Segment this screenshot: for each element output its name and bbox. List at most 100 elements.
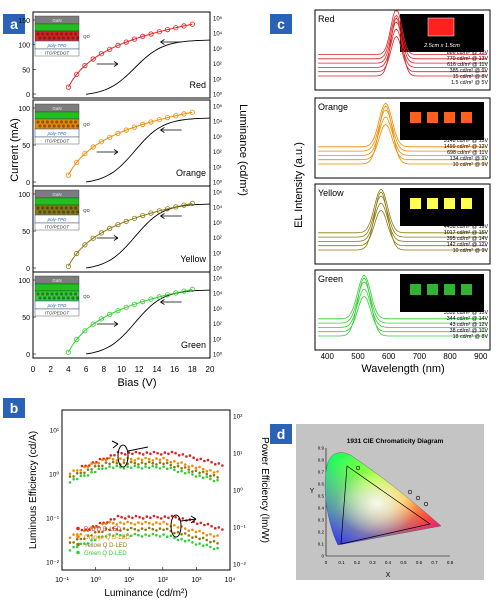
panel-a-rtick-label: 10¹ — [213, 77, 222, 83]
panel-a-ytick-label: 100 — [18, 43, 30, 50]
qd-dot — [57, 36, 61, 40]
stack-label-polytpd: poly-TPD — [47, 303, 68, 308]
qd-dot — [59, 120, 64, 124]
efficiency-point — [198, 529, 201, 533]
panel-c-frame — [314, 97, 491, 179]
cie-point-red — [423, 501, 429, 507]
panel-c-luminance-row: 38 cd/m² @ 10V — [450, 328, 489, 334]
efficiency-point — [111, 534, 115, 538]
qd-dot — [41, 292, 45, 296]
luminance-marker — [74, 159, 80, 165]
efficiency-point — [206, 522, 210, 526]
efficiency-point — [108, 462, 111, 466]
efficiency-point — [183, 527, 187, 530]
panel-b-arrow-lower — [180, 515, 197, 524]
panel-a-xticks: 0 2 4 6 8 10 12 14 16 18 20 — [31, 365, 215, 374]
efficiency-point — [75, 469, 79, 472]
luminance-marker — [123, 39, 129, 45]
efficiency-point — [115, 527, 119, 531]
efficiency-point — [176, 470, 180, 474]
efficiency-point — [141, 453, 145, 456]
el-spectrum-line — [318, 195, 487, 238]
panel-a-subpanel-yellow: 0 50 100 10⁰ 10¹ 10² 10³ 10⁴ 10⁵ poly-TPD ITO/PEDO… — [18, 185, 223, 273]
arrow-right-icon — [96, 149, 119, 155]
panel-b-ellipse-upper — [117, 444, 129, 468]
luminance-marker — [115, 307, 121, 314]
efficiency-point — [83, 537, 86, 541]
panel-a-ylabel-right: Luminance (cd/m²) — [237, 104, 249, 196]
efficiency-point — [176, 464, 180, 468]
panel-a-rtick-label: 10⁴ — [213, 205, 223, 212]
panel-d-label-box — [270, 424, 292, 444]
panel-a-xtick-label: 8 — [102, 365, 107, 374]
current-curve — [86, 289, 211, 355]
efficiency-point — [162, 520, 165, 524]
efficiency-point — [205, 543, 209, 547]
efficiency-point — [68, 541, 72, 544]
luminance-marker — [123, 304, 129, 310]
efficiency-point — [206, 458, 210, 462]
efficiency-point — [216, 534, 219, 537]
efficiency-point — [177, 454, 181, 457]
panel-b-rtick-label: 10² — [233, 414, 243, 421]
efficiency-point — [187, 539, 191, 542]
efficiency-point — [167, 452, 170, 456]
efficiency-point — [201, 531, 205, 535]
panel-c-luminance-row: 616 cd/m² @ 11V — [447, 62, 488, 68]
efficiency-point — [104, 522, 108, 526]
panel-c-xticks: 400 500 600 700 800 900 — [321, 352, 488, 361]
efficiency-point — [201, 467, 205, 471]
luminance-marker — [156, 294, 162, 300]
efficiency-point — [126, 533, 129, 536]
qd-dot — [74, 120, 78, 124]
efficiency-point — [101, 458, 104, 462]
efficiency-point — [109, 518, 113, 521]
panel-c-luminance-row: 43 cd/m² @ 12V — [450, 322, 489, 328]
efficiency-point — [217, 526, 221, 529]
efficiency-point — [147, 457, 151, 461]
qd-dot — [59, 292, 64, 296]
panel-d-title: 1931 CIE Chromaticity Diagram — [347, 438, 444, 445]
qd-dot — [41, 206, 45, 210]
el-spectrum-line — [318, 281, 487, 324]
efficiency-point — [173, 531, 176, 535]
efficiency-point — [212, 479, 216, 483]
el-spectrum-line — [318, 202, 487, 242]
efficiency-point — [75, 471, 79, 475]
efficiency-point — [201, 544, 205, 547]
efficiency-point — [158, 467, 162, 470]
panel-a-ytick-label: 0 — [26, 92, 30, 99]
efficiency-point — [221, 528, 224, 531]
panel-a-ytick-label: 100 — [18, 106, 30, 113]
efficiency-point — [97, 464, 101, 468]
panel-c-frame — [314, 269, 491, 351]
stack-label-qd: QD — [83, 34, 91, 39]
device-photo-pixel — [410, 198, 421, 209]
cie-xtick-label: 0.3 — [369, 560, 376, 565]
qd-dot — [69, 292, 73, 296]
efficiency-point — [133, 532, 137, 536]
efficiency-point — [80, 464, 84, 468]
efficiency-point — [176, 538, 180, 542]
efficiency-point — [167, 516, 170, 520]
el-spectrum-line — [318, 277, 487, 337]
luminance-marker — [123, 127, 129, 133]
qd-dot — [52, 36, 56, 40]
efficiency-point — [212, 547, 216, 551]
efficiency-point — [140, 458, 144, 462]
qd-dot — [61, 124, 66, 128]
panel-a-subpanel-orange: 0 50 100 10⁰ 10¹ 10² 10³ 10⁴ 10⁵ poly-TPD ITO/PEDO… — [18, 99, 223, 187]
efficiency-point — [83, 542, 86, 545]
efficiency-point — [209, 474, 212, 478]
efficiency-point — [79, 532, 83, 536]
luminance-marker — [115, 130, 121, 136]
efficiency-point — [174, 451, 177, 455]
efficiency-point — [212, 539, 216, 543]
efficiency-point — [83, 529, 86, 533]
efficiency-point — [101, 522, 104, 526]
efficiency-point — [123, 453, 127, 456]
efficiency-point — [129, 457, 133, 461]
efficiency-point — [174, 515, 177, 519]
qd-dot — [76, 296, 80, 300]
device-photo-size-note: 2.5cm x 1.5cm — [423, 43, 460, 49]
